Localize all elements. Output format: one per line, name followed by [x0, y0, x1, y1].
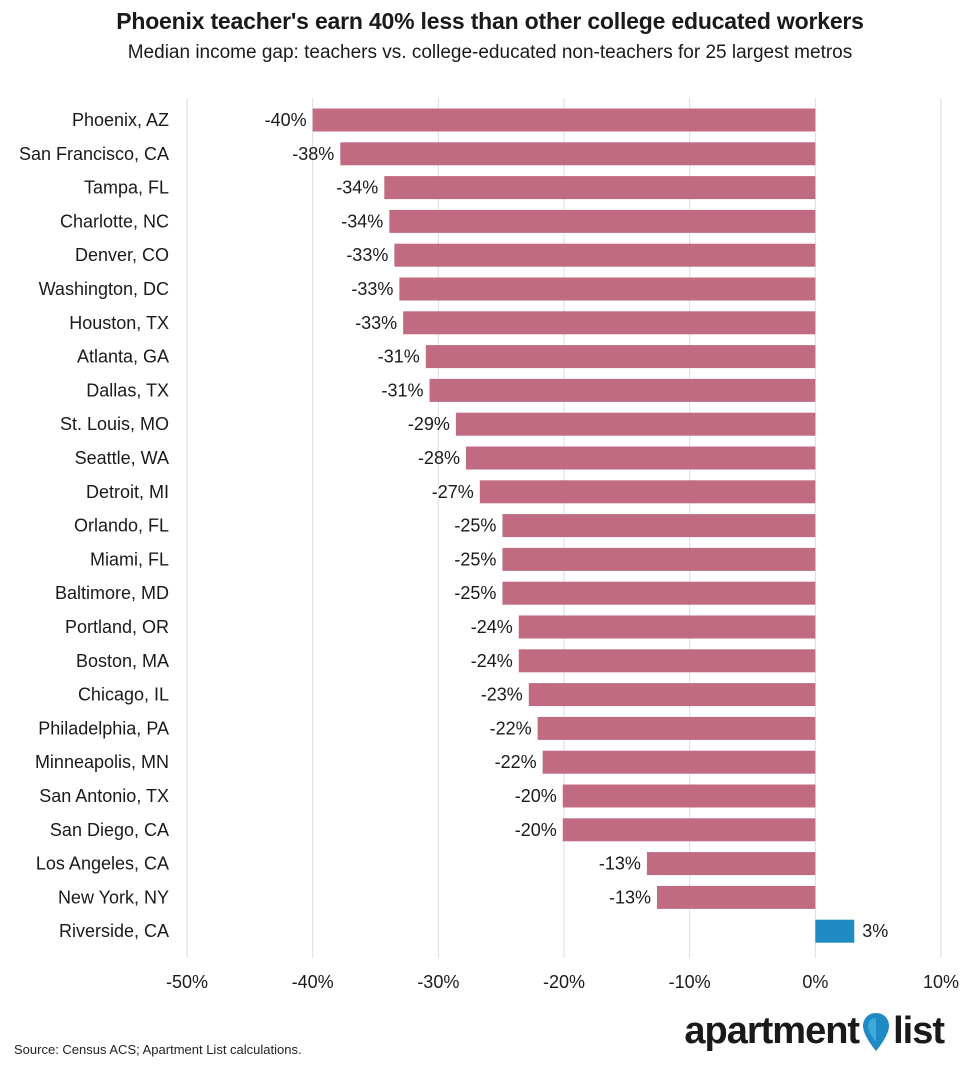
category-label: San Antonio, TX	[39, 786, 169, 806]
x-tick-label: -50%	[166, 972, 208, 992]
data-label: 3%	[862, 921, 888, 941]
data-label: -20%	[515, 820, 557, 840]
category-label: Portland, OR	[65, 617, 169, 637]
category-label: Detroit, MI	[86, 482, 169, 502]
bar	[518, 615, 816, 639]
bar-chart: -50% -40% -30% -20% -10% 0% 10% Phoenix, AZ -40%…	[19, 98, 959, 992]
data-label: -22%	[495, 752, 537, 772]
brand-logo: apartment list	[684, 1010, 945, 1053]
category-label: Baltimore, MD	[55, 583, 169, 603]
data-label: -28%	[418, 448, 460, 468]
data-label: -22%	[490, 718, 532, 738]
category-label: Tampa, FL	[84, 178, 169, 198]
category-label: Philadelphia, PA	[38, 718, 169, 738]
bar	[479, 480, 816, 504]
category-label: Riverside, CA	[59, 921, 169, 941]
bar	[340, 142, 816, 166]
data-label: -20%	[515, 786, 557, 806]
brand-word-apartment: apartment	[684, 1010, 860, 1052]
data-label: -31%	[378, 347, 420, 367]
data-label: -25%	[454, 583, 496, 603]
category-label: Miami, FL	[90, 549, 169, 569]
bar	[455, 412, 816, 436]
data-label: -34%	[336, 178, 378, 198]
category-label: Boston, MA	[76, 651, 169, 671]
x-tick-label: -20%	[543, 972, 585, 992]
data-label: -13%	[599, 854, 641, 874]
category-label: Chicago, IL	[78, 685, 169, 705]
data-label: -40%	[265, 110, 307, 130]
bar	[542, 750, 816, 774]
chart-title: Phoenix teacher's earn 40% less than oth…	[116, 8, 864, 34]
x-tick-label: 0%	[802, 972, 828, 992]
bar	[394, 243, 816, 267]
x-tick-label: 10%	[923, 972, 959, 992]
category-label: New York, NY	[58, 887, 169, 907]
data-label: -24%	[471, 617, 513, 637]
category-label: Los Angeles, CA	[36, 854, 169, 874]
category-label: Atlanta, GA	[77, 347, 169, 367]
bar	[389, 209, 816, 233]
bar	[518, 649, 816, 673]
data-label: -38%	[292, 144, 334, 164]
bar	[403, 311, 816, 335]
data-label: -31%	[382, 380, 424, 400]
category-label: Dallas, TX	[86, 380, 169, 400]
bar	[384, 176, 816, 200]
bar	[646, 852, 816, 876]
data-label: -23%	[481, 685, 523, 705]
bar	[399, 277, 816, 301]
data-label: -13%	[609, 887, 651, 907]
category-label: Washington, DC	[39, 279, 169, 299]
data-label: -33%	[355, 313, 397, 333]
bar	[537, 716, 816, 740]
bar	[429, 378, 816, 402]
data-label: -33%	[346, 245, 388, 265]
category-label: Phoenix, AZ	[72, 110, 169, 130]
category-label: Charlotte, NC	[60, 211, 169, 231]
data-label: -25%	[454, 516, 496, 536]
category-label: San Francisco, CA	[19, 144, 169, 164]
data-label: -25%	[454, 549, 496, 569]
category-label: San Diego, CA	[50, 820, 169, 840]
data-label: -24%	[471, 651, 513, 671]
bar	[656, 885, 816, 909]
bar	[502, 514, 816, 538]
data-label: -34%	[341, 211, 383, 231]
bar	[562, 818, 816, 842]
x-tick-label: -40%	[292, 972, 334, 992]
category-label: Seattle, WA	[75, 448, 169, 468]
brand-word-list: list	[893, 1010, 945, 1052]
x-tick-label: -10%	[669, 972, 711, 992]
map-pin-icon	[863, 1012, 890, 1051]
chart-subtitle: Median income gap: teachers vs. college-…	[127, 42, 853, 63]
category-label: Houston, TX	[69, 313, 169, 333]
category-label: Denver, CO	[75, 245, 169, 265]
bar	[815, 919, 855, 943]
data-label: -33%	[351, 279, 393, 299]
bar	[425, 345, 816, 369]
category-label: Minneapolis, MN	[35, 752, 169, 772]
bar	[312, 108, 816, 132]
category-label: Orlando, FL	[74, 516, 169, 536]
bar	[502, 581, 816, 605]
bar	[465, 446, 816, 470]
source-note: Source: Census ACS; Apartment List calcu…	[14, 1042, 302, 1057]
category-label: St. Louis, MO	[60, 414, 169, 434]
data-label: -27%	[432, 482, 474, 502]
x-tick-label: -30%	[417, 972, 459, 992]
bar	[502, 547, 816, 571]
data-label: -29%	[408, 414, 450, 434]
bar	[562, 784, 816, 808]
bar	[528, 683, 816, 707]
